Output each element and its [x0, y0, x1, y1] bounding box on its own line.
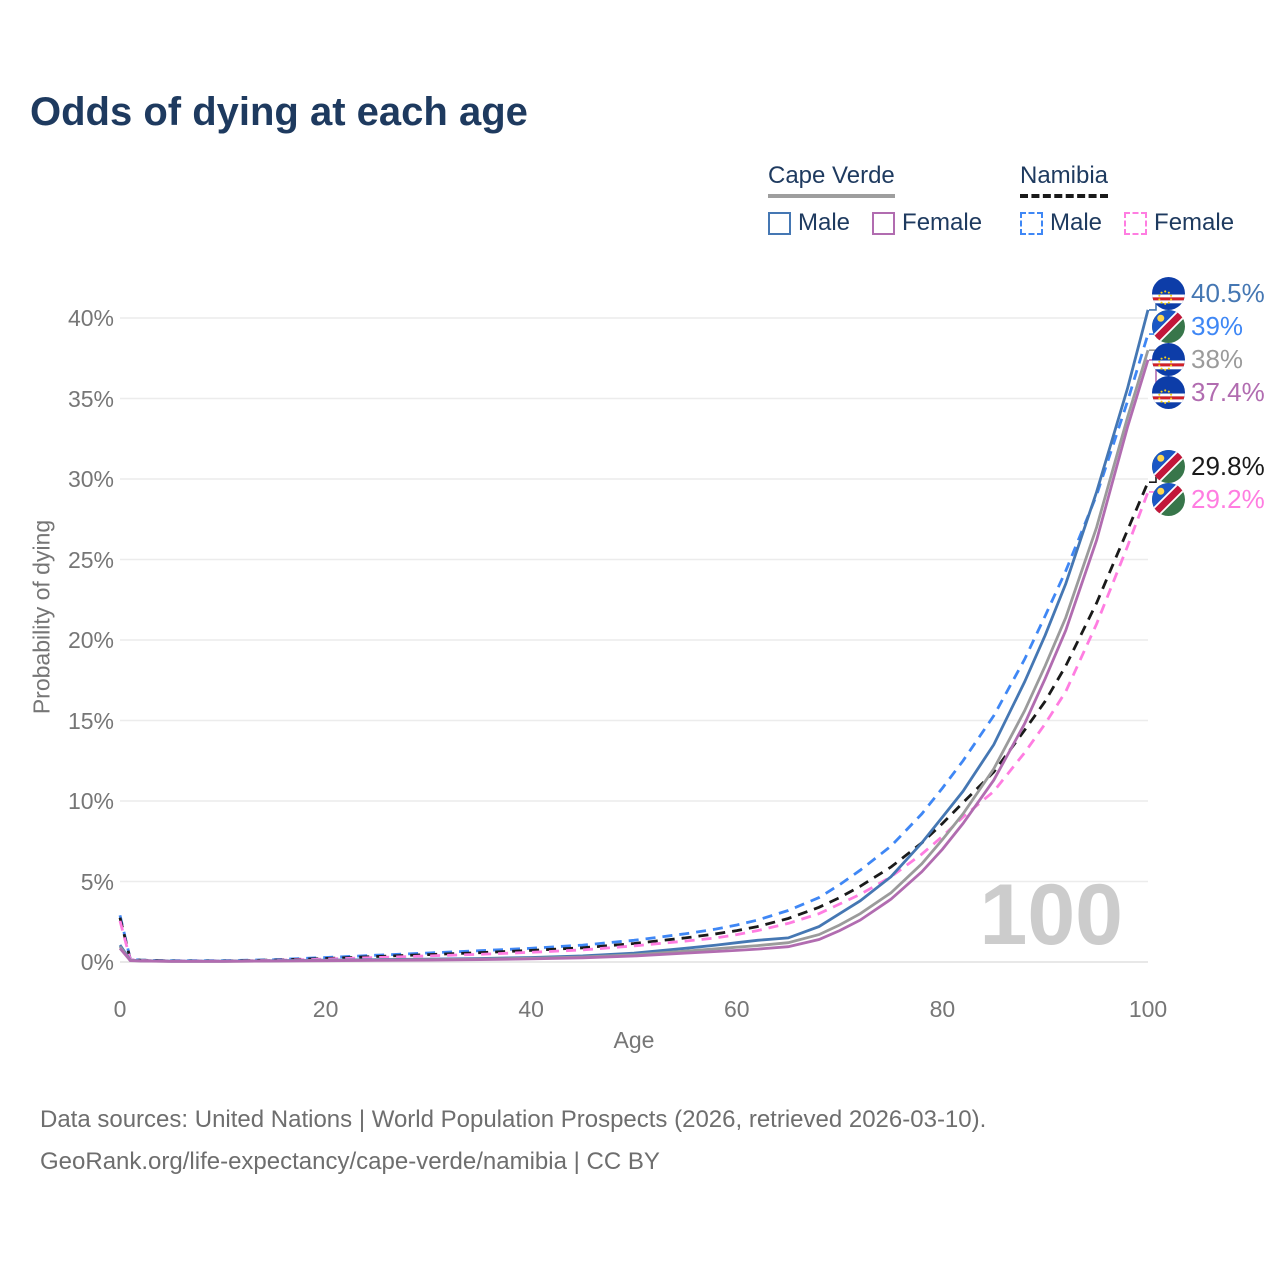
x-axis-title: Age	[613, 1027, 655, 1053]
y-tick-label-20: 20%	[67, 627, 114, 653]
namibia-flag-icon	[1152, 449, 1185, 483]
y-tick-label-25: 25%	[67, 546, 114, 573]
footer-data-sources: Data sources: United Nations | World Pop…	[40, 1106, 987, 1133]
legend-item-label: Male	[798, 209, 851, 236]
end-annotation-namibia-male: 39%	[1152, 310, 1243, 344]
legend-country-label: Cape Verde	[768, 162, 895, 189]
end-annotation-namibia: 29.8%	[1152, 449, 1265, 483]
x-tick-label-80: 80	[929, 996, 956, 1022]
y-tick-label-10: 10%	[67, 788, 114, 814]
cape-verde-flag-icon	[1152, 376, 1185, 410]
legend-country-namibia: Namibia	[1020, 162, 1109, 198]
legend-items-namibia: Male Female	[1020, 209, 1234, 237]
end-annotation-cape-verde-male: 40.5%	[1152, 277, 1265, 311]
namibia-male-swatch-icon	[1020, 211, 1043, 235]
namibia-flag-icon	[1152, 310, 1185, 344]
legend-item-namibia-female[interactable]: Female	[1124, 209, 1234, 237]
x-tick-label-40: 40	[518, 996, 544, 1022]
legend-item-label: Female	[1154, 209, 1235, 236]
series-end-value: 29.2%	[1191, 483, 1265, 514]
y-tick-label-5: 5%	[80, 868, 114, 895]
x-tick-label-100: 100	[1128, 996, 1168, 1022]
legend-group-namibia: Namibia Male Female	[1020, 162, 1234, 237]
legend-items-cape-verde: Male Female	[768, 209, 982, 237]
y-tick-label-0: 0%	[80, 949, 114, 975]
cape-verde-flag-icon	[1152, 343, 1185, 377]
legend-country-cape-verde: Cape Verde	[768, 162, 895, 198]
y-tick-label-40: 40%	[67, 305, 114, 331]
x-tick-label-0: 0	[113, 996, 127, 1022]
legend-item-cape-verde-female[interactable]: Female	[872, 209, 982, 237]
series-end-value: 37.4%	[1191, 377, 1265, 408]
cape-verde-male-swatch-icon	[768, 211, 791, 235]
series-end-value: 40.5%	[1191, 278, 1265, 309]
namibia-flag-icon	[1152, 482, 1185, 516]
series-end-value: 39%	[1191, 311, 1244, 342]
namibia-female-swatch-icon	[1124, 211, 1148, 235]
x-tick-label-60: 60	[724, 996, 750, 1022]
y-tick-label-15: 15%	[67, 707, 114, 734]
watermark-age-100: 100	[979, 867, 1124, 963]
series-line-cape-verde-male[interactable]	[118, 309, 1150, 963]
footer-attribution-link[interactable]: GeoRank.org/life-expectancy/cape-verde/n…	[40, 1148, 660, 1175]
legend-item-cape-verde-male[interactable]: Male	[768, 209, 850, 237]
series-end-value: 29.8%	[1191, 450, 1265, 481]
legend-item-label: Female	[902, 209, 983, 236]
end-annotation-cape-verde-female: 37.4%	[1152, 376, 1265, 410]
page-title: Odds of dying at each age	[30, 90, 528, 134]
legend-country-label: Namibia	[1020, 162, 1109, 189]
series-end-value: 38%	[1191, 344, 1244, 375]
x-tick-label-20: 20	[312, 996, 339, 1022]
legend-item-namibia-male[interactable]: Male	[1020, 209, 1102, 237]
end-annotation-namibia-female: 29.2%	[1152, 482, 1265, 516]
legend-item-label: Male	[1050, 209, 1103, 236]
cape-verde-flag-icon	[1152, 277, 1185, 311]
end-annotation-cape-verde: 38%	[1152, 343, 1243, 377]
y-tick-label-30: 30%	[67, 466, 114, 492]
y-tick-label-35: 35%	[67, 385, 114, 412]
legend-group-cape-verde: Cape Verde Male Female	[768, 162, 982, 237]
cape-verde-female-swatch-icon	[872, 211, 896, 235]
series-line-namibia-male[interactable]	[118, 333, 1150, 963]
series-line-cape-verde-female[interactable]	[118, 359, 1150, 963]
y-axis-title: Probability of dying	[28, 519, 55, 715]
